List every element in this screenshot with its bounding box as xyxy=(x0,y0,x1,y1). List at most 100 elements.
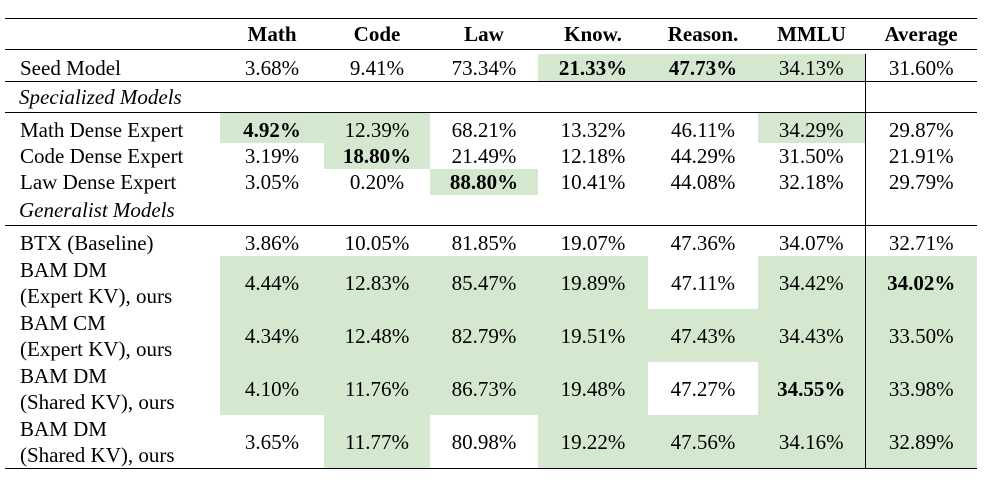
cell-average: 33.98% xyxy=(864,362,977,415)
cell-reasoning: 47.36% xyxy=(670,231,736,255)
row-label: Seed Model xyxy=(5,54,220,82)
cell-mmlu: 34.43% xyxy=(758,309,865,362)
header-cell-knowledge: Know. xyxy=(538,18,648,50)
cell-knowledge: 19.07% xyxy=(560,231,626,255)
header-cell-code: Code xyxy=(324,18,430,50)
table-row-bam-dm-shared-kv: BAM DM (Shared KV), ours 4.10% 11.76% 86… xyxy=(5,362,977,415)
cell-reasoning: 47.27% xyxy=(670,376,736,401)
cell-mmlu: 34.16% xyxy=(758,415,865,469)
cell-code: 12.83% xyxy=(324,256,430,309)
cell-reasoning: 44.08% xyxy=(670,170,736,194)
row-label: BAM DM (Expert KV), ours xyxy=(5,256,220,309)
cell-math: 3.86% xyxy=(244,231,300,255)
cell-reasoning: 47.56% xyxy=(648,415,758,469)
cell-knowledge: 19.51% xyxy=(538,309,648,362)
cell-law: 86.73% xyxy=(430,362,538,415)
header-cell-law: Law xyxy=(430,18,538,50)
row-label-line1: BAM CM xyxy=(20,310,106,335)
cell-reasoning: 47.43% xyxy=(648,309,758,362)
header-cell-model xyxy=(5,18,220,50)
cell-law: 73.34% xyxy=(430,54,538,82)
header-cell-average: Average xyxy=(865,18,977,50)
cell-math: 3.05% xyxy=(244,170,300,194)
section-title: Generalist Models xyxy=(5,195,865,226)
table-row-bam-cm-expert-kv: BAM CM (Expert KV), ours 4.34% 12.48% 82… xyxy=(5,309,977,362)
cell-average: 32.71% xyxy=(864,225,977,256)
cell-code: 12.39% xyxy=(324,112,430,143)
cell-reasoning: 47.11% xyxy=(671,270,735,295)
cell-mmlu: 34.55% xyxy=(758,362,865,415)
cell-reasoning: 47.73% xyxy=(648,54,758,82)
table-row-seed-model: Seed Model 3.68% 9.41% 73.34% 21.33% 47.… xyxy=(5,54,977,82)
cell-math: 4.92% xyxy=(220,112,324,143)
cell-math: 4.44% xyxy=(220,256,324,309)
section-title: Specialized Models xyxy=(5,81,865,113)
cell-mmlu: 34.29% xyxy=(758,112,865,143)
cell-math: 3.65% xyxy=(220,415,324,469)
cell-average: 31.60% xyxy=(864,54,977,82)
section-row-specialized: Specialized Models xyxy=(5,81,977,113)
cell-law: 21.49% xyxy=(451,144,517,168)
cell-average: 29.79% xyxy=(864,169,977,195)
cell-law: 82.79% xyxy=(430,309,538,362)
row-label-line2: (Expert KV), ours xyxy=(20,336,173,361)
cell-average: 34.02% xyxy=(864,256,977,309)
cell-math: 4.34% xyxy=(220,309,324,362)
cell-law: 68.21% xyxy=(451,118,517,142)
row-label: BAM DM (Shared KV), ours xyxy=(5,415,220,469)
row-label: BAM CM (Expert KV), ours xyxy=(5,309,220,362)
row-label-line1: BAM DM xyxy=(20,363,107,388)
cell-math: 3.19% xyxy=(244,144,300,168)
header-cell-reasoning: Reason. xyxy=(648,18,758,50)
cell-mmlu: 34.07% xyxy=(778,231,844,255)
cell-average: 29.87% xyxy=(864,112,977,143)
cell-mmlu: 31.50% xyxy=(778,144,844,168)
table-row-bam-dm-expert-kv: BAM DM (Expert KV), ours 4.44% 12.83% 85… xyxy=(5,256,977,309)
cell-code: 18.80% xyxy=(324,143,430,169)
row-label-line2: (Shared KV), ours xyxy=(20,442,175,467)
cell-code: 0.20% xyxy=(349,170,405,194)
row-label-line1: BAM DM xyxy=(20,257,107,282)
cell-code: 9.41% xyxy=(324,54,430,82)
cell-average: 21.91% xyxy=(864,143,977,169)
cell-knowledge: 10.41% xyxy=(560,170,626,194)
cell-knowledge: 13.32% xyxy=(560,118,626,142)
cell-math: 3.68% xyxy=(220,54,324,82)
cell-law: 88.80% xyxy=(430,169,538,195)
row-label: Math Dense Expert xyxy=(20,118,184,142)
cell-knowledge: 19.89% xyxy=(538,256,648,309)
cell-law: 85.47% xyxy=(430,256,538,309)
cell-knowledge: 19.48% xyxy=(538,362,648,415)
row-label-line2: (Expert KV), ours xyxy=(20,283,173,308)
row-label: BAM DM (Shared KV), ours xyxy=(5,362,220,415)
header-cell-mmlu: MMLU xyxy=(758,18,865,50)
header-cell-math: Math xyxy=(220,18,324,50)
cell-law: 80.98% xyxy=(430,415,538,469)
cell-math: 4.10% xyxy=(220,362,324,415)
cell-average: 33.50% xyxy=(864,309,977,362)
cell-code: 12.48% xyxy=(324,309,430,362)
row-label-line1: BAM DM xyxy=(20,416,107,441)
row-label: BTX (Baseline) xyxy=(20,231,154,255)
results-table: Math Code Law Know. Reason. MMLU Average… xyxy=(5,18,977,469)
table-row-btx-baseline: BTX (Baseline) 3.86% 10.05% 81.85% 19.07… xyxy=(5,225,977,256)
table-row-math-dense-expert: Math Dense Expert 4.92% 12.39% 68.21% 13… xyxy=(5,112,977,143)
cell-law: 81.85% xyxy=(451,231,517,255)
cell-mmlu: 34.42% xyxy=(758,256,865,309)
row-label: Code Dense Expert xyxy=(20,144,184,168)
cell-knowledge: 19.22% xyxy=(538,415,648,469)
cell-reasoning: 44.29% xyxy=(670,144,736,168)
cell-code: 11.77% xyxy=(324,415,430,469)
cell-knowledge: 12.18% xyxy=(560,144,626,168)
cell-knowledge: 21.33% xyxy=(538,54,648,82)
table-row-code-dense-expert: Code Dense Expert 3.19% 18.80% 21.49% 12… xyxy=(5,143,977,169)
row-label: Law Dense Expert xyxy=(20,170,177,194)
header-row: Math Code Law Know. Reason. MMLU Average xyxy=(5,18,977,50)
row-label-line2: (Shared KV), ours xyxy=(20,389,175,414)
cell-code: 10.05% xyxy=(344,231,410,255)
cell-average: 32.89% xyxy=(864,415,977,469)
table-row-bam-dm-shared-kv-2: BAM DM (Shared KV), ours 3.65% 11.77% 80… xyxy=(5,415,977,469)
cell-reasoning: 46.11% xyxy=(671,118,735,142)
table-row-law-dense-expert: Law Dense Expert 3.05% 0.20% 88.80% 10.4… xyxy=(5,169,977,195)
cell-mmlu: 32.18% xyxy=(778,170,844,194)
